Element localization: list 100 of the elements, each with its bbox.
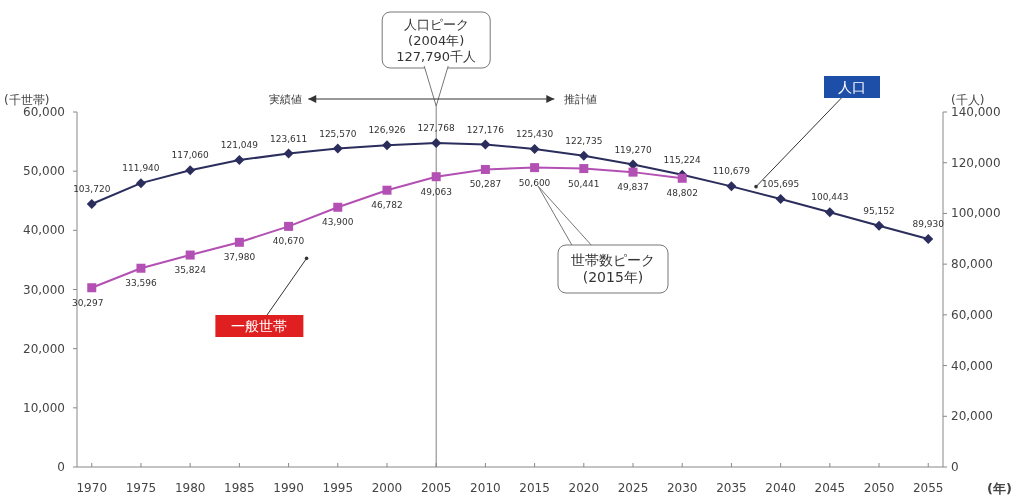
x-tick-label: 2035 [716, 481, 747, 495]
text: 推計値 [564, 93, 598, 106]
data-label: 49,837 [617, 182, 649, 193]
data-label: 89,930 [912, 218, 945, 229]
callout-peak: 人口ピーク (2004年) 127,790千人 [381, 11, 491, 107]
y-tick-label: 50,000 [23, 164, 65, 179]
annotation: 世帯数ピーク (2015年) [571, 252, 655, 286]
point [726, 181, 737, 192]
data-label: 103,720 [73, 184, 111, 194]
data-label: 50,441 [568, 178, 600, 189]
y-tick-label: 10,000 [23, 400, 65, 415]
point [824, 207, 835, 218]
point [234, 237, 244, 247]
point [381, 140, 392, 151]
point [529, 143, 540, 154]
data-label: 115,224 [663, 154, 702, 165]
y-tick-label: 30,000 [23, 282, 65, 297]
data-label: 127,768 [417, 123, 456, 134]
data-label: 33,596 [125, 278, 157, 289]
point [87, 283, 97, 293]
text: 一般世帯 [231, 318, 288, 334]
data-label: 50,287 [469, 179, 502, 190]
point [480, 139, 491, 150]
data-label: 119,270 [614, 144, 652, 155]
y2-tick-label: 100,000 [951, 206, 1001, 221]
data-label: 125,430 [515, 128, 554, 139]
data-label: 117,060 [171, 150, 210, 161]
point [923, 233, 934, 244]
text: 実績値 [269, 93, 303, 106]
x-tick-label: 1995 [322, 481, 354, 495]
point [579, 164, 589, 174]
data-label: 127,176 [466, 124, 505, 135]
data-label: 105,695 [762, 178, 800, 189]
x-tick-label: 1990 [273, 481, 304, 495]
point [135, 178, 146, 189]
y-tick-label: 40,000 [23, 223, 65, 238]
point [332, 143, 343, 154]
y2-tick-label: 60,000 [951, 307, 993, 322]
x-tick-label: 1975 [125, 481, 157, 495]
x-tick-label: 1970 [76, 481, 108, 495]
y2-tick-label: 120,000 [951, 155, 1001, 170]
data-label: 125,570 [319, 128, 357, 139]
data-label: 111,940 [122, 163, 160, 174]
point [333, 202, 343, 212]
point [86, 199, 97, 209]
data-label: 123,611 [269, 133, 308, 144]
y2-tick-label: 40,000 [951, 358, 993, 373]
point [284, 221, 294, 231]
x-tick-label: 2010 [470, 481, 501, 495]
data-label: 35,824 [174, 265, 207, 276]
data-label: 122,735 [565, 135, 603, 146]
y2-tick-label: 0 [951, 460, 959, 474]
y-tick-label: 20,000 [23, 341, 65, 356]
x-tick-label: 1980 [174, 481, 206, 495]
point [136, 263, 146, 273]
x-tick-label: 2050 [863, 481, 895, 495]
data-label: 48,802 [666, 188, 698, 199]
data-label: 40,670 [272, 236, 305, 247]
data-label: 126,926 [368, 125, 406, 136]
point [628, 167, 638, 177]
y-tick-label: 60,000 [23, 105, 65, 119]
point [775, 193, 786, 204]
x-tick-label: 2000 [371, 481, 403, 495]
x-tick-label: 2005 [420, 481, 452, 495]
x-tick-label: 2045 [814, 481, 846, 495]
y-axis-title: (千世帯) [4, 93, 50, 107]
data-label: 37,980 [223, 252, 256, 263]
data-label: 43,900 [322, 217, 354, 228]
x-tick-label: 2040 [765, 481, 796, 495]
point [283, 148, 294, 159]
y2-tick-label: 80,000 [951, 257, 993, 272]
text: 人口 [838, 79, 866, 95]
point [431, 172, 441, 182]
x-tick-label: 2025 [617, 481, 649, 495]
data-label: 30,297 [72, 297, 104, 308]
point [578, 150, 589, 161]
y-tick-label: 0 [57, 460, 65, 474]
x-axis-title: (年) [987, 481, 1012, 496]
data-label: 49,063 [420, 186, 452, 197]
data-label: 46,782 [371, 200, 403, 211]
x-tick-label: 1985 [224, 481, 255, 495]
point [185, 250, 195, 260]
y2-axis-title: (千人) [951, 93, 985, 107]
data-label: 110,679 [712, 166, 751, 177]
point [431, 138, 442, 149]
data-label: 121,049 [220, 140, 259, 151]
callout: 世帯数ピーク (2015年) [557, 244, 669, 294]
data-label: 95,152 [863, 205, 895, 216]
point [874, 220, 885, 231]
point [530, 163, 540, 173]
point [234, 155, 245, 166]
x-tick-label: 2020 [568, 481, 600, 495]
point [185, 165, 196, 176]
point [677, 173, 687, 183]
x-tick-label: 2015 [519, 481, 550, 495]
point [382, 185, 392, 195]
point [480, 164, 490, 174]
data-label: 50,600 [518, 177, 551, 188]
y2-tick-label: 140,000 [951, 105, 1001, 119]
x-tick-label: 2055 [912, 481, 944, 495]
